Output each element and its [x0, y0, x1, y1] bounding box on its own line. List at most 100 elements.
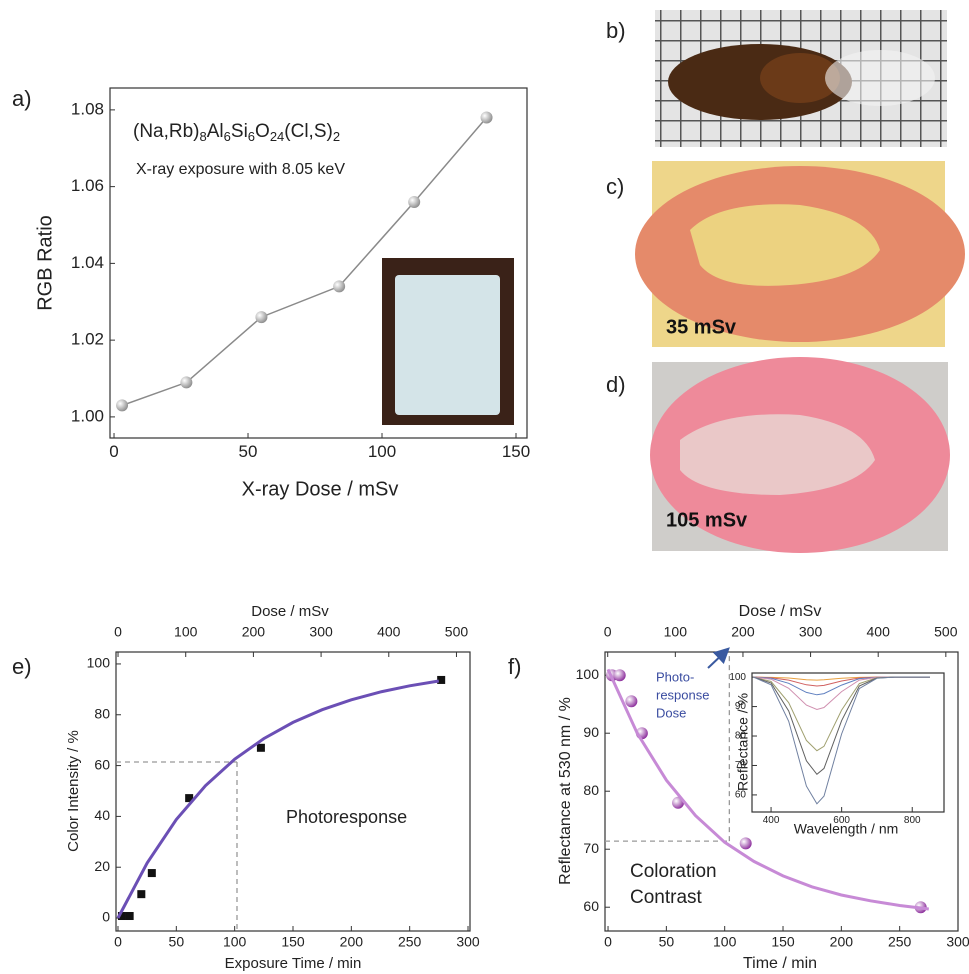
y-tick-label: 1.06	[71, 176, 104, 195]
x-tick-label: 250	[398, 934, 422, 950]
photo-105msv	[650, 357, 950, 553]
y-tick-label: 60	[94, 756, 110, 772]
x-tick-label: 800	[904, 815, 921, 826]
x2-tick-label: 0	[114, 624, 122, 640]
photo-caption: 105 mSv	[666, 509, 748, 531]
x2-tick-label: 300	[799, 624, 823, 640]
data-line	[606, 668, 929, 911]
formula-part: Si	[231, 121, 248, 142]
x-axis-title: Time / min	[743, 955, 817, 972]
y-tick-label: 1.08	[71, 99, 104, 118]
annotation: Coloration	[630, 861, 717, 882]
x2-tick-label: 500	[934, 624, 958, 640]
x-tick-label: 150	[281, 934, 305, 950]
x-tick-label: 100	[223, 934, 247, 950]
panel-label: f)	[508, 654, 521, 679]
formula: (Na,Rb)8Al6Si6O24(Cl,S)2	[133, 121, 340, 144]
x-tick-label: 600	[833, 815, 850, 826]
x-tick-label: 250	[888, 934, 912, 950]
y-tick-label: 40	[94, 807, 110, 823]
data-point	[613, 669, 626, 682]
y-tick-label: 70	[735, 760, 747, 771]
x-axis-title: X-ray Dose / mSv	[242, 478, 399, 500]
y-axis-title: Color Intensity / %	[65, 730, 82, 852]
x-tick-label: 150	[502, 442, 530, 461]
y-tick-label: 80	[735, 731, 747, 742]
y-tick-label: 60	[583, 898, 599, 914]
x-tick-label: 100	[368, 442, 396, 461]
data-point	[480, 111, 493, 124]
x-tick-label: 100	[713, 934, 737, 950]
y-tick-label: 90	[735, 701, 747, 712]
y-tick-label: 20	[94, 858, 110, 874]
annotation: response	[656, 687, 709, 702]
data-line	[116, 679, 440, 919]
y-axis-title: RGB Ratio	[34, 215, 56, 311]
data-point	[333, 280, 346, 293]
data-line	[753, 676, 930, 805]
x-tick-label: 50	[239, 442, 258, 461]
data-point	[255, 311, 268, 324]
x2-tick-label: 400	[377, 624, 401, 640]
y-tick-label: 60	[735, 790, 747, 801]
photo-insect	[655, 10, 947, 147]
x-tick-label: 50	[659, 934, 675, 950]
data-point	[256, 743, 265, 752]
data-point	[137, 890, 146, 899]
y-tick-label: 100	[87, 655, 111, 671]
data-point	[117, 912, 126, 921]
formula-part: 2	[333, 129, 340, 144]
x-tick-label: 0	[604, 934, 612, 950]
x-tick-label: 0	[109, 442, 118, 461]
annotation: Contrast	[630, 887, 703, 908]
data-point	[147, 869, 156, 878]
x2-tick-label: 200	[242, 624, 266, 640]
x-tick-label: 200	[830, 934, 854, 950]
x-tick-label: 50	[169, 934, 185, 950]
data-point	[185, 794, 194, 803]
y-axis-title: Reflectance at 530 nm / %	[557, 697, 574, 885]
annotation: Dose	[656, 705, 686, 720]
data-point	[739, 837, 752, 850]
data-line	[121, 117, 488, 407]
y-tick-label: 100	[729, 672, 746, 683]
y-tick-label: 1.04	[71, 253, 104, 272]
x2-axis-title: Dose / mSv	[739, 603, 822, 620]
x-tick-label: 400	[763, 815, 780, 826]
formula-part: O	[255, 121, 270, 142]
panel-label: b)	[606, 18, 626, 43]
y-tick-label: 0	[102, 909, 110, 925]
y-axis-title: Reflectance / %	[735, 693, 751, 791]
x2-axis-title: Dose / mSv	[251, 603, 329, 620]
photo-sample	[382, 258, 514, 425]
arrow	[707, 647, 730, 669]
data-point	[125, 912, 134, 921]
x-tick-label: 0	[114, 934, 122, 950]
data-point	[116, 399, 129, 412]
x-tick-label: 300	[456, 934, 480, 950]
y-tick-label: 80	[94, 705, 110, 721]
formula-part: 6	[224, 129, 231, 144]
data-point	[408, 195, 421, 208]
y-tick-label: 70	[583, 840, 599, 856]
formula-part: 6	[248, 129, 255, 144]
photo-caption: 35 mSv	[666, 316, 737, 338]
x2-tick-label: 300	[309, 624, 333, 640]
formula-part: Al	[207, 121, 224, 142]
annotation: X-ray exposure with 8.05 keV	[136, 161, 345, 178]
y-tick-label: 1.00	[71, 406, 104, 425]
x-tick-label: 150	[771, 934, 795, 950]
annotation: Photo-	[656, 669, 694, 684]
x2-tick-label: 0	[604, 624, 612, 640]
plot-frame	[751, 672, 945, 813]
formula-part: (Cl,S)	[284, 121, 333, 142]
formula-part: 8	[200, 129, 207, 144]
panel-label: a)	[12, 86, 32, 111]
photo-35msv	[635, 161, 965, 347]
x2-tick-label: 500	[445, 624, 469, 640]
x2-tick-label: 400	[867, 624, 891, 640]
y-tick-label: 90	[583, 724, 599, 740]
x2-tick-label: 200	[731, 624, 755, 640]
x-axis-title: Wavelength / nm	[794, 821, 899, 837]
